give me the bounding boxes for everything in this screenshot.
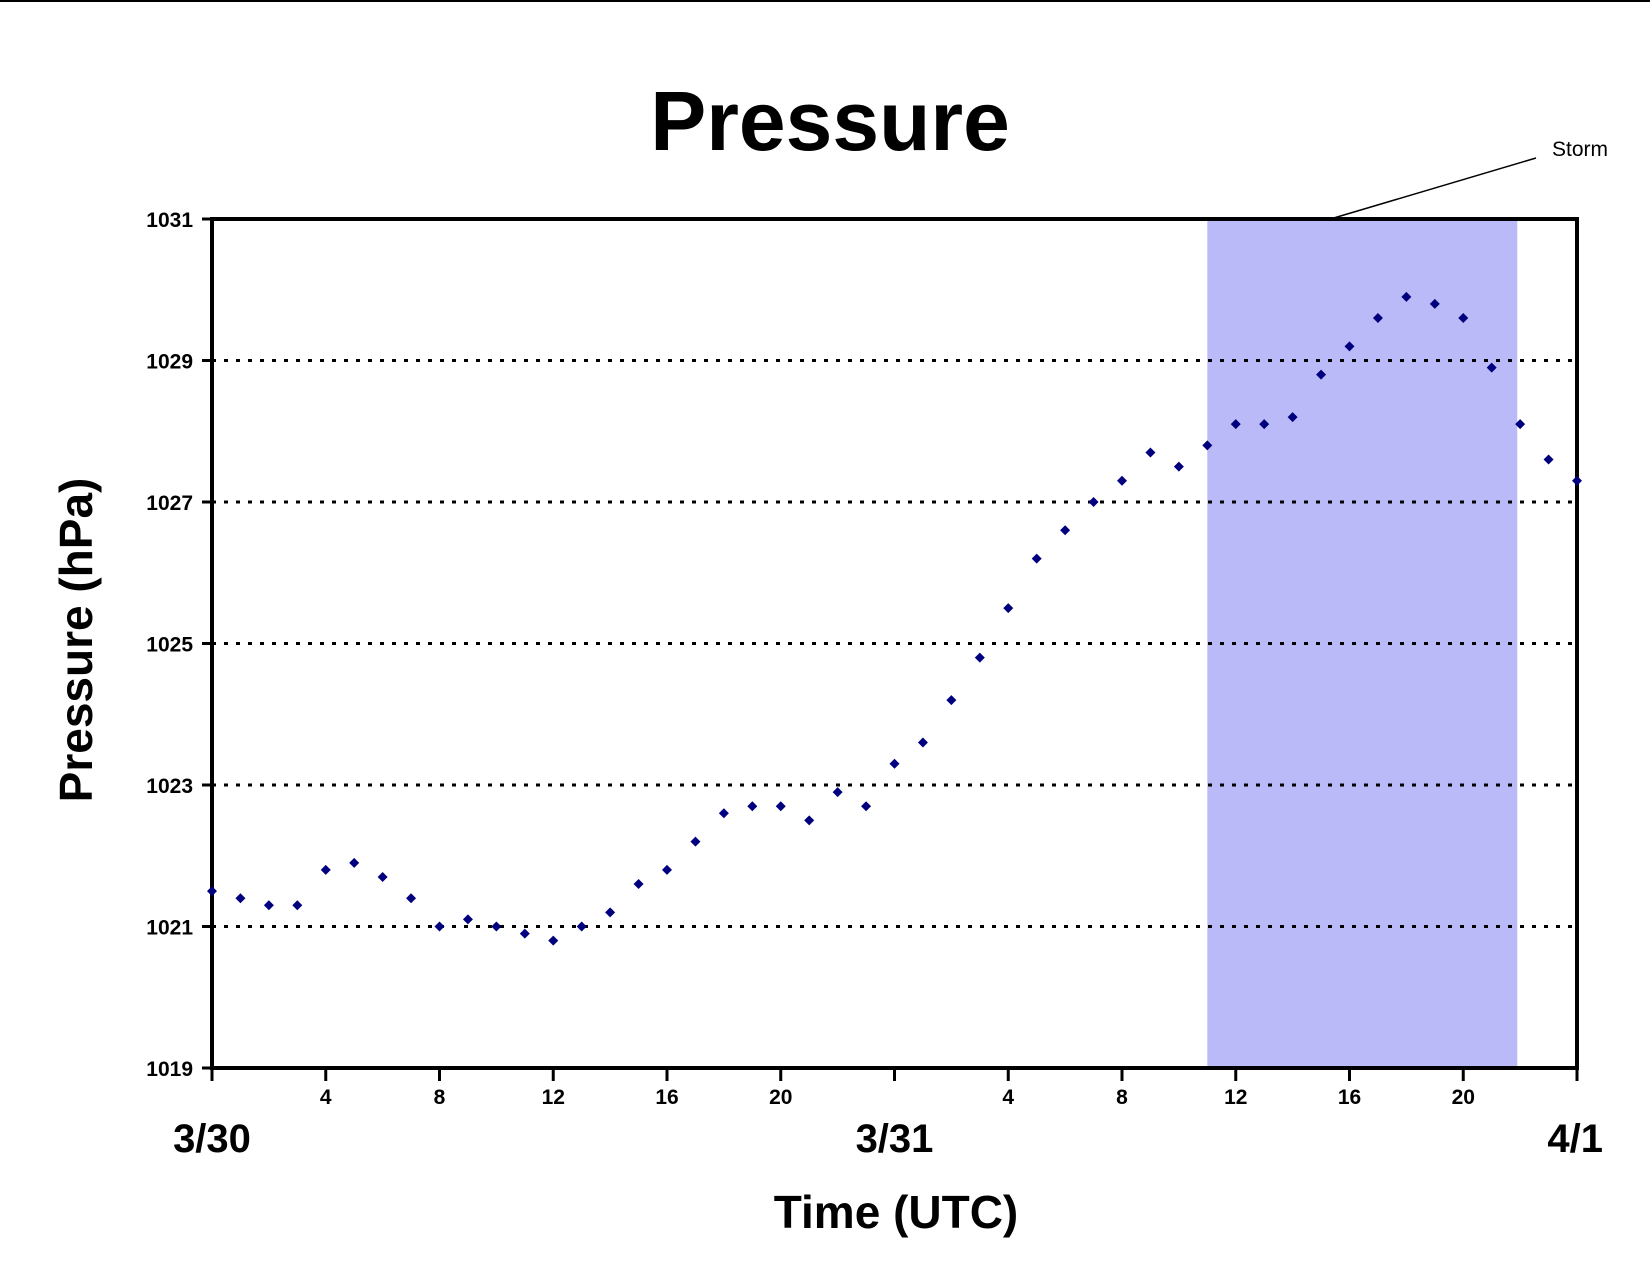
data-point: [946, 695, 957, 706]
data-point: [1088, 497, 1099, 507]
date-label-4-1: 4/1: [1547, 1117, 1603, 1161]
storm-shaded-region: [1207, 219, 1518, 1068]
x-tick-label-h44: 20: [1452, 1086, 1475, 1109]
data-point: [1401, 291, 1412, 302]
data-point: [804, 815, 815, 826]
data-point: [462, 914, 473, 925]
data-point: [690, 836, 701, 847]
data-point: [519, 928, 530, 939]
x-tick-label-h4: 4: [320, 1086, 332, 1109]
data-point: [974, 652, 985, 663]
storm-annotation: Storm: [1326, 138, 1608, 221]
data-point: [1117, 475, 1127, 486]
data-point: [1145, 447, 1156, 458]
y-tick-label-1021: 1021: [146, 917, 193, 940]
data-point: [1287, 412, 1298, 423]
data-point: [1003, 603, 1014, 614]
chart-title: Pressure: [650, 74, 1010, 168]
y-tick-label-1029: 1029: [146, 351, 193, 374]
data-point: [292, 900, 303, 911]
data-point: [349, 857, 360, 868]
y-tick-label-1019: 1019: [146, 1058, 193, 1081]
top-border-rule: [0, 0, 1650, 2]
date-labels: 3/30 3/31 4/1: [173, 1117, 1603, 1161]
data-point: [1429, 298, 1440, 309]
data-point: [1486, 362, 1497, 373]
storm-annotation-label: Storm: [1552, 138, 1608, 161]
data-point: [1031, 553, 1042, 564]
y-tick-label-1023: 1023: [146, 775, 193, 798]
data-point: [1572, 475, 1582, 486]
storm-region-rect: [1207, 219, 1518, 1068]
data-point: [917, 737, 928, 748]
data-point: [832, 787, 843, 798]
y-tick-label-1027: 1027: [146, 492, 193, 515]
data-point: [576, 921, 587, 932]
data-point: [1060, 525, 1071, 536]
data-point: [747, 801, 758, 812]
data-point: [605, 907, 616, 918]
data-point: [1344, 341, 1355, 352]
x-tick-label-h28: 4: [1002, 1086, 1014, 1109]
y-tick-label-1031: 1031: [146, 209, 193, 232]
data-point: [548, 935, 559, 946]
data-point: [633, 879, 644, 890]
data-point: [1372, 313, 1383, 324]
data-point: [662, 864, 672, 875]
data-point: [207, 886, 217, 897]
data-point: [1515, 419, 1526, 430]
date-label-3-31: 3/31: [856, 1117, 934, 1161]
data-point: [377, 871, 388, 882]
axes: [202, 217, 1579, 1081]
x-tick-labels: 4 8 12 16 20 4 8 12 16 20: [320, 1086, 1475, 1109]
data-point: [861, 801, 872, 812]
x-tick-label-h36: 12: [1224, 1086, 1247, 1109]
data-point: [263, 900, 274, 911]
data-point: [406, 893, 417, 904]
data-point: [491, 921, 502, 932]
x-tick-label-h40: 16: [1338, 1086, 1361, 1109]
x-axis-label: Time (UTC): [774, 1186, 1019, 1238]
data-point: [1458, 313, 1469, 324]
x-tick-label-h20: 20: [769, 1086, 792, 1109]
data-point: [320, 864, 331, 875]
data-point: [1543, 454, 1554, 465]
storm-annotation-leader-line: [1326, 157, 1537, 221]
data-point: [1230, 419, 1241, 430]
data-points: [207, 291, 1582, 946]
data-point: [718, 808, 729, 819]
data-point: [889, 758, 900, 769]
data-point: [1202, 440, 1213, 451]
data-point: [1173, 461, 1184, 472]
data-point: [775, 801, 786, 812]
data-point: [1316, 369, 1327, 380]
data-point: [1259, 419, 1270, 430]
data-point: [434, 921, 445, 932]
data-point: [235, 893, 246, 904]
date-label-3-30: 3/30: [173, 1117, 251, 1161]
y-axis-label: Pressure (hPa): [50, 478, 102, 803]
x-tick-label-h8: 8: [434, 1086, 446, 1109]
x-tick-label-h32: 8: [1116, 1086, 1128, 1109]
y-tick-labels: 1019 1021 1023 1025 1027 1029 1031: [146, 209, 193, 1081]
x-tick-label-h12: 12: [542, 1086, 565, 1109]
x-tick-label-h16: 16: [655, 1086, 678, 1109]
y-tick-label-1025: 1025: [146, 634, 193, 657]
